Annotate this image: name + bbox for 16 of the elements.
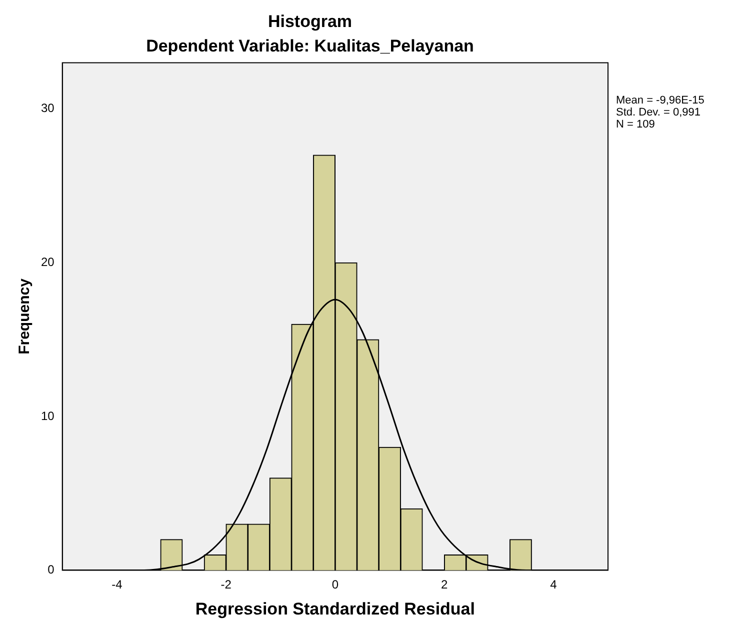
text: Std. Dev. = 0,991 xyxy=(616,106,700,118)
chart-subtitle: Dependent Variable: Kualitas_Pelayanan xyxy=(146,36,474,56)
x-tick-label: 0 xyxy=(332,578,339,592)
y-tick-label: 20 xyxy=(40,254,55,269)
y-axis-title: Frequency xyxy=(16,278,34,354)
y-tick-label: 10 xyxy=(40,408,55,423)
x-axis-title: Regression Standardized Residual xyxy=(195,599,475,618)
x-tick-label: -4 xyxy=(112,578,123,592)
y-tick-label: 0 xyxy=(48,562,55,577)
text: Mean = -9,96E-15 xyxy=(616,94,704,106)
x-tick-label: 4 xyxy=(550,578,558,592)
chart-title: Histogram xyxy=(268,12,352,31)
x-tick-label: 2 xyxy=(440,578,448,592)
x-tick-label: -2 xyxy=(220,578,232,592)
y-tick-label: 30 xyxy=(40,101,55,116)
text: N = 109 xyxy=(616,118,655,130)
